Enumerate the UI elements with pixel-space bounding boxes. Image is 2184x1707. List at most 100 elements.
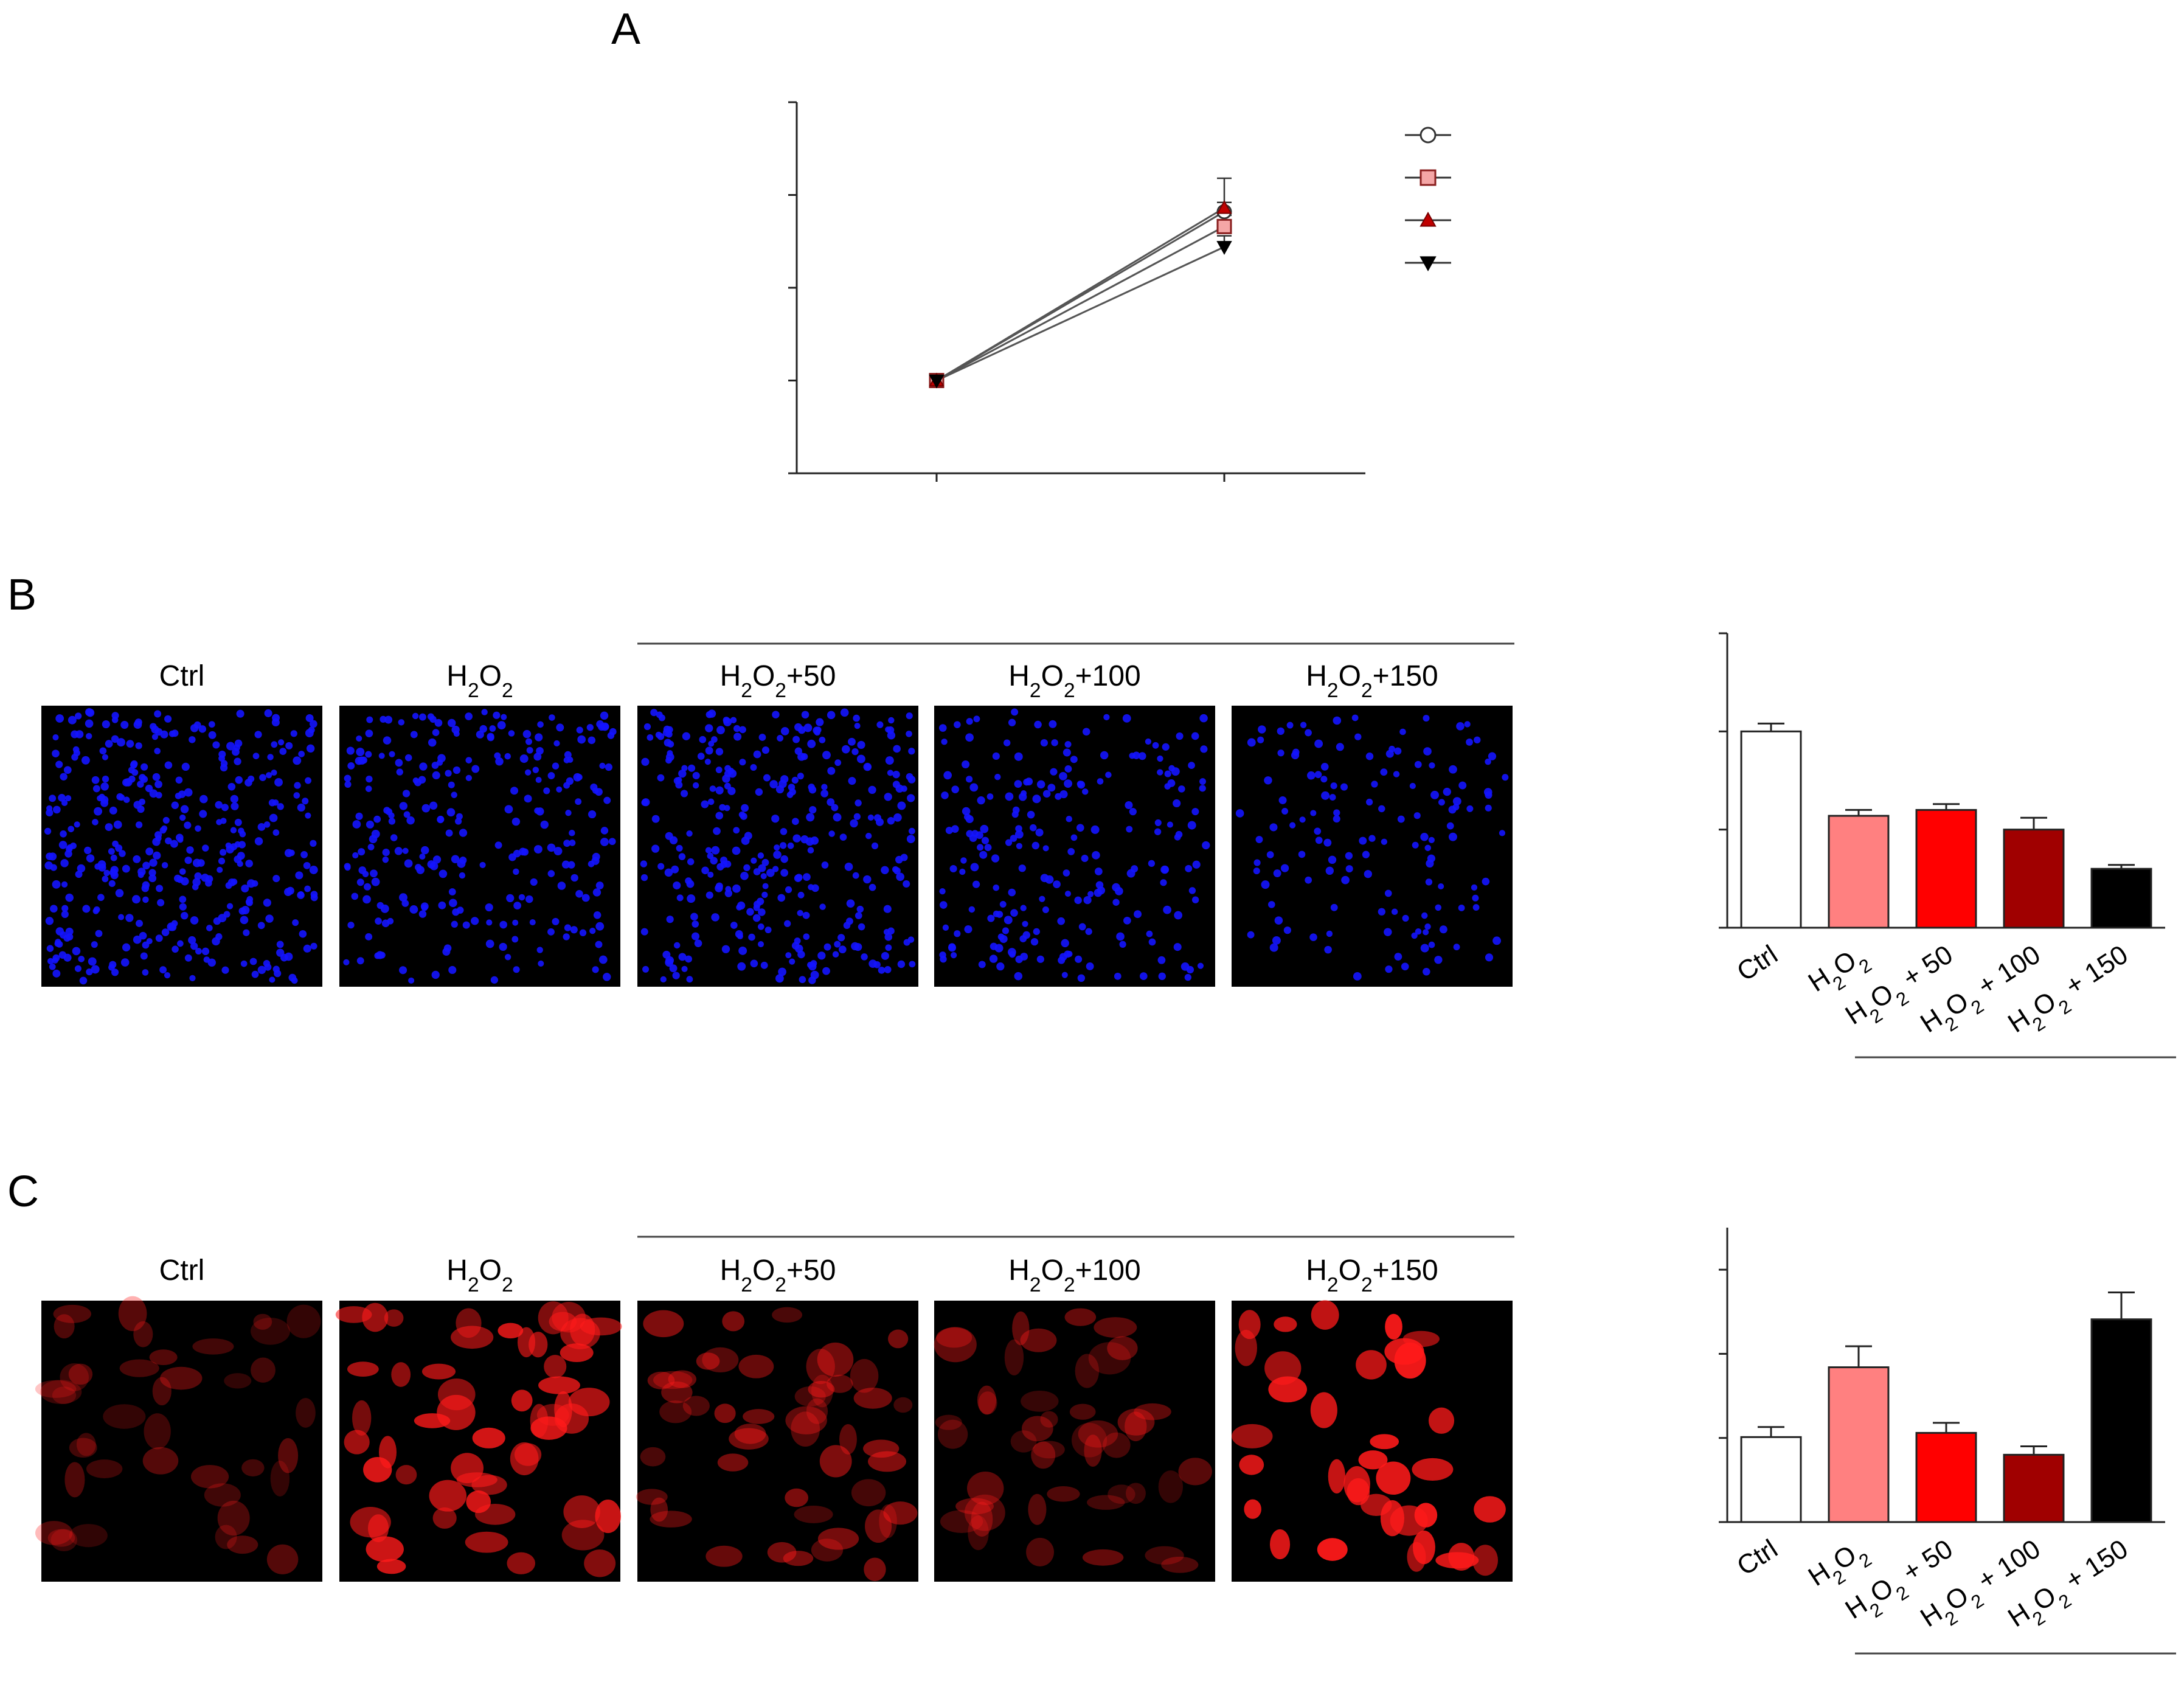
nucleus	[775, 785, 785, 794]
nucleus	[290, 730, 297, 737]
nucleus	[396, 768, 403, 776]
nucleus	[1333, 809, 1340, 816]
nucleus	[780, 727, 789, 735]
nucleus	[864, 763, 872, 771]
nucleus	[1466, 805, 1474, 812]
nucleus	[543, 787, 550, 794]
nucleus	[155, 835, 162, 842]
nucleus	[499, 942, 507, 951]
cell-stain	[1376, 1461, 1411, 1495]
nucleus	[657, 774, 665, 782]
nucleus	[883, 905, 892, 913]
nucleus	[85, 719, 94, 728]
nucleus	[52, 734, 59, 741]
nucleus	[763, 774, 771, 782]
cell-stain	[253, 1313, 272, 1330]
cell-stain	[561, 1520, 605, 1551]
nucleus	[133, 855, 141, 863]
nucleus	[855, 912, 862, 919]
nucleus	[347, 762, 355, 770]
nucleus	[263, 821, 271, 828]
nucleus	[269, 976, 276, 983]
nucleus	[705, 724, 713, 732]
image-row-c: Ctrl H2O2 H2O2+50 H2O2+100 H2O2+150	[35, 1236, 1514, 1582]
cell-stain	[1232, 1424, 1273, 1448]
nucleus	[356, 735, 362, 742]
cell-stain	[456, 1472, 497, 1487]
nucleus	[91, 941, 98, 948]
nucleus	[996, 911, 1004, 918]
nucleus	[883, 928, 890, 936]
cell-stain	[817, 1528, 859, 1550]
nucleus	[257, 823, 266, 831]
nucleus	[525, 769, 532, 776]
nucleus	[753, 868, 761, 875]
nucleus	[299, 930, 307, 938]
nucleus	[1424, 844, 1431, 852]
nucleus	[564, 751, 572, 759]
micrograph-background	[934, 706, 1215, 987]
nucleus	[576, 726, 583, 734]
nucleus	[225, 882, 232, 889]
nucleus	[536, 947, 543, 953]
nucleus	[730, 922, 738, 929]
nucleus	[205, 875, 213, 883]
cell-stain	[347, 1361, 379, 1377]
nucleus	[964, 925, 972, 934]
nucleus	[266, 772, 272, 779]
nucleus	[987, 914, 995, 922]
nucleus	[451, 855, 460, 864]
nucleus	[452, 908, 460, 916]
nucleus	[164, 761, 173, 770]
nucleus	[1485, 791, 1492, 799]
nucleus	[951, 785, 959, 793]
nucleus	[723, 717, 730, 724]
nucleus	[487, 732, 494, 740]
nucleus	[54, 940, 61, 947]
nucleus	[777, 735, 784, 742]
nucleus	[179, 903, 187, 911]
nucleus	[1059, 772, 1067, 780]
cell-stain	[549, 1312, 577, 1332]
nucleus	[93, 906, 100, 913]
cell-stain	[119, 1359, 159, 1377]
cell-stain	[1012, 1311, 1030, 1346]
nucleus	[220, 818, 227, 824]
cell-stain	[1158, 1470, 1184, 1503]
nucleus	[906, 731, 912, 737]
bar	[1740, 1436, 1802, 1523]
nucleus	[725, 886, 732, 892]
nucleus	[857, 740, 865, 749]
cell-stain	[1474, 1496, 1506, 1523]
nucleus	[355, 757, 363, 765]
nucleus	[268, 799, 276, 807]
nucleus	[310, 894, 318, 902]
nucleus	[831, 804, 839, 812]
line-chart-cell-count	[788, 101, 1451, 482]
nucleus	[371, 877, 380, 886]
nucleus	[832, 951, 839, 958]
nucleus	[233, 744, 240, 751]
nucleus	[128, 767, 135, 774]
nucleus	[966, 718, 973, 725]
nucleus	[691, 932, 700, 940]
nucleus	[432, 771, 440, 780]
nucleus	[511, 936, 519, 943]
nucleus	[60, 830, 67, 838]
nucleus	[569, 830, 575, 836]
nucleus	[672, 972, 680, 979]
nucleus	[68, 826, 75, 833]
nucleus	[212, 741, 220, 749]
nucleus	[1004, 916, 1013, 925]
nucleus	[737, 901, 746, 910]
nucleus	[184, 788, 193, 797]
nucleus	[448, 965, 457, 975]
nucleus	[105, 823, 113, 832]
nucleus	[1157, 956, 1166, 964]
nucleus	[576, 774, 583, 780]
nucleus	[428, 738, 437, 747]
cell-stain	[395, 1465, 417, 1485]
cell-stain	[1244, 1499, 1261, 1519]
nucleus	[493, 711, 501, 719]
